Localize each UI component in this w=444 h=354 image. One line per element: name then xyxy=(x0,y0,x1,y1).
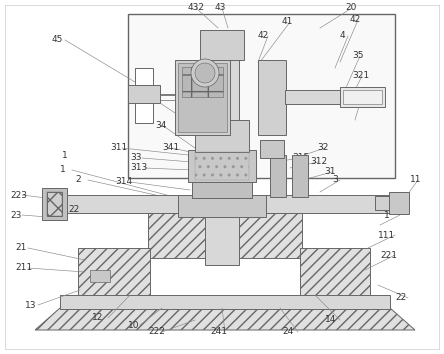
Text: 12: 12 xyxy=(92,314,103,322)
Text: 20: 20 xyxy=(345,4,357,12)
Bar xyxy=(285,90,345,104)
Text: 43: 43 xyxy=(215,4,226,12)
Bar xyxy=(128,14,395,178)
Text: 311: 311 xyxy=(110,143,127,153)
Text: 32: 32 xyxy=(317,143,329,153)
Bar xyxy=(343,90,382,104)
Bar xyxy=(47,192,62,216)
Text: 4: 4 xyxy=(340,32,345,40)
Text: 223: 223 xyxy=(10,190,27,200)
Text: 221: 221 xyxy=(380,251,397,259)
Bar xyxy=(47,192,62,216)
Bar xyxy=(389,192,409,214)
Bar xyxy=(55,195,389,213)
Bar xyxy=(340,87,385,107)
Text: 241: 241 xyxy=(210,327,227,337)
Text: 1: 1 xyxy=(384,211,390,219)
Bar xyxy=(148,213,302,258)
Bar xyxy=(270,155,286,197)
Bar xyxy=(188,150,256,182)
Text: 1: 1 xyxy=(62,150,68,160)
Bar xyxy=(195,120,249,152)
Bar xyxy=(292,155,308,197)
Text: 45: 45 xyxy=(52,35,63,45)
Ellipse shape xyxy=(191,59,219,87)
Text: 3: 3 xyxy=(332,176,338,184)
Polygon shape xyxy=(35,308,415,330)
Text: 211: 211 xyxy=(15,263,32,273)
Text: 314: 314 xyxy=(115,177,132,187)
Text: 111: 111 xyxy=(378,230,395,240)
Text: 341: 341 xyxy=(162,143,179,153)
Bar xyxy=(192,178,252,198)
Text: 312: 312 xyxy=(310,158,327,166)
Bar xyxy=(205,55,239,265)
Text: 2: 2 xyxy=(75,176,81,184)
Bar xyxy=(128,85,160,103)
Text: 42: 42 xyxy=(258,32,269,40)
Bar xyxy=(200,30,244,60)
Text: 321: 321 xyxy=(352,72,369,80)
Bar xyxy=(375,196,405,210)
Text: 42: 42 xyxy=(350,16,361,24)
Text: 313: 313 xyxy=(130,164,147,172)
Bar xyxy=(300,248,370,308)
Text: 33: 33 xyxy=(130,154,142,162)
Bar xyxy=(258,60,286,135)
Text: 23: 23 xyxy=(10,211,21,219)
Text: 315: 315 xyxy=(292,154,309,162)
Text: 13: 13 xyxy=(25,301,36,309)
Text: 351: 351 xyxy=(352,91,369,101)
Bar xyxy=(195,152,249,180)
Bar xyxy=(78,248,150,308)
Text: 22: 22 xyxy=(68,206,79,215)
Bar xyxy=(260,140,284,158)
Bar xyxy=(182,67,223,97)
Text: 44: 44 xyxy=(140,91,151,99)
Bar xyxy=(178,63,227,132)
Text: 14: 14 xyxy=(325,315,337,325)
Text: 41: 41 xyxy=(282,17,293,27)
Text: 31: 31 xyxy=(324,167,336,177)
Text: 34: 34 xyxy=(155,120,166,130)
Text: 22: 22 xyxy=(395,293,406,303)
Bar xyxy=(178,195,266,217)
Bar xyxy=(175,60,230,135)
Bar xyxy=(42,188,67,220)
Text: 35: 35 xyxy=(352,51,364,61)
Text: 432: 432 xyxy=(188,4,205,12)
Bar xyxy=(135,68,153,123)
Bar xyxy=(60,295,390,309)
Text: 222: 222 xyxy=(148,327,165,337)
Text: 21: 21 xyxy=(15,244,26,252)
Text: 24: 24 xyxy=(282,327,293,337)
Ellipse shape xyxy=(195,63,215,83)
Text: 1: 1 xyxy=(60,166,66,175)
Text: 10: 10 xyxy=(128,320,139,330)
Bar xyxy=(90,270,110,282)
Text: 11: 11 xyxy=(410,176,421,184)
Text: SHP: SHP xyxy=(356,95,368,99)
